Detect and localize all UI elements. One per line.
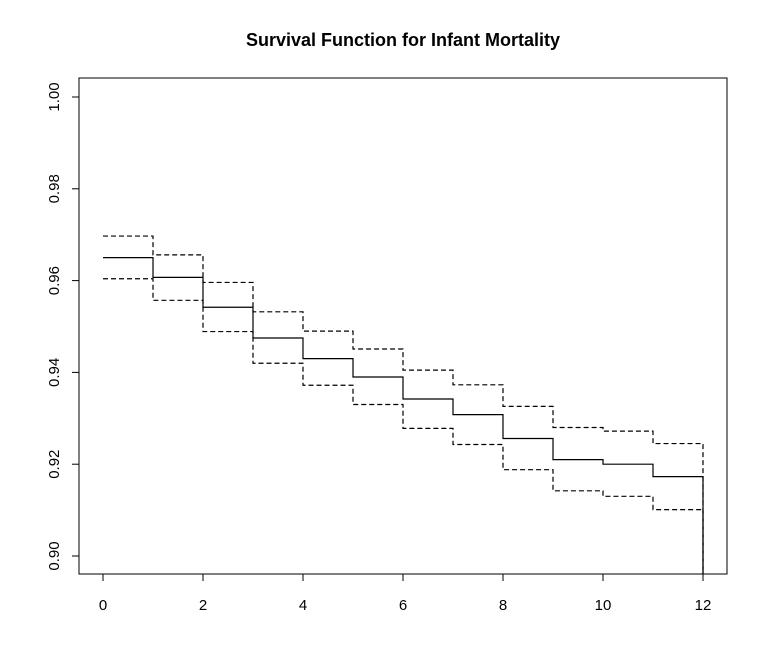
survival-estimate-line <box>103 257 704 574</box>
y-tick-label: 0.96 <box>46 266 63 295</box>
y-tick-label: 1.00 <box>46 82 63 111</box>
y-tick-label: 0.94 <box>46 358 63 387</box>
chart-title: Survival Function for Infant Mortality <box>246 30 560 50</box>
y-tick-label: 0.90 <box>46 541 63 570</box>
upper-confidence-line <box>103 235 704 574</box>
series-layer <box>103 235 704 574</box>
x-tick-label: 12 <box>695 597 712 614</box>
x-tick-label: 8 <box>499 597 507 614</box>
x-tick-label: 4 <box>299 597 307 614</box>
y-tick-label: 0.92 <box>46 450 63 479</box>
x-tick-label: 2 <box>199 597 207 614</box>
x-tick-label: 6 <box>399 597 407 614</box>
x-tick-label: 10 <box>595 597 612 614</box>
y-axis: 0.90 0.92 0.94 0.96 0.98 1.00 <box>46 82 79 571</box>
plot-area-frame <box>78 77 728 575</box>
y-tick-label: 0.98 <box>46 174 63 203</box>
lower-confidence-line <box>103 278 704 574</box>
x-axis: 0 2 4 6 8 10 12 <box>99 574 712 614</box>
x-tick-label: 0 <box>99 597 107 614</box>
